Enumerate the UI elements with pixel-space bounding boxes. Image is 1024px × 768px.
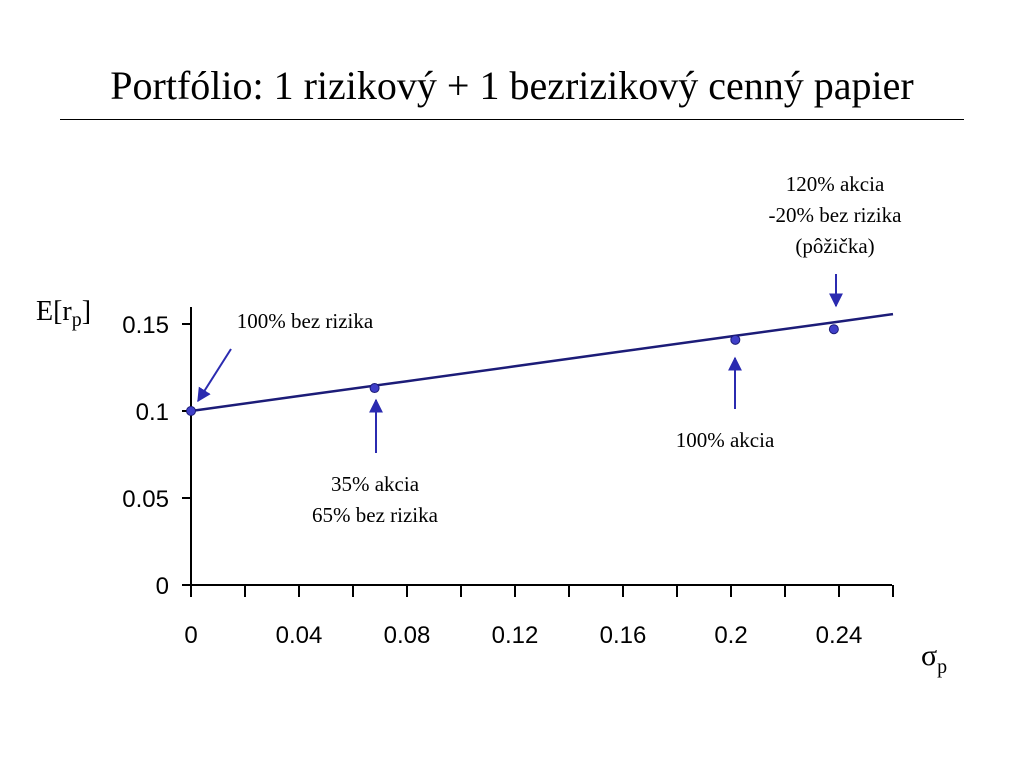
x-tick-label: 0.24 — [816, 622, 863, 649]
x-tick-label: 0.04 — [276, 622, 323, 649]
data-point — [828, 324, 839, 335]
x-tick-label: 0.08 — [384, 622, 431, 649]
axis-titles: E[rp] σp — [36, 296, 947, 678]
series-line — [190, 312, 894, 413]
data-point — [186, 406, 196, 416]
annotation-text: 65% bez rizika — [312, 503, 439, 527]
y-tick-label: 0.1 — [136, 399, 169, 426]
x-tick-label: 0.2 — [714, 622, 747, 649]
y-tick-label: 0.05 — [122, 486, 169, 513]
annotation-layer: 100% bez rizika 35% akcia 65% bez rizika 10… — [197, 172, 903, 527]
data-point — [730, 334, 741, 345]
annotation-text: -20% bez rizika — [769, 203, 903, 227]
series-layer — [190, 312, 894, 413]
marker-layer — [186, 324, 839, 416]
annotation-arrow — [197, 348, 232, 403]
y-axis-title: E[rp] — [36, 296, 91, 331]
annotation-text: (pôžička) — [795, 234, 874, 258]
data-point — [369, 383, 380, 394]
y-tick-label: 0.15 — [122, 312, 169, 339]
x-tick-label: 0 — [184, 622, 197, 649]
x-tick-label: 0.12 — [492, 622, 539, 649]
x-tick-label: 0.16 — [600, 622, 647, 649]
axes: 0 0.05 0.1 0.15 0 0.04 0.08 0.12 0.16 0.2 0.24 — [122, 307, 894, 649]
annotation-text: 120% akcia — [786, 172, 885, 196]
annotation-text: 35% akcia — [331, 472, 420, 496]
title-divider — [60, 119, 964, 120]
y-tick-label: 0 — [156, 573, 169, 600]
x-axis-title: σp — [921, 639, 947, 678]
annotation-text: 100% akcia — [676, 428, 775, 452]
annotation-text: 100% bez rizika — [237, 309, 374, 333]
slide-title: Portfólio: 1 rizikový + 1 bezrizikový ce… — [110, 63, 914, 108]
